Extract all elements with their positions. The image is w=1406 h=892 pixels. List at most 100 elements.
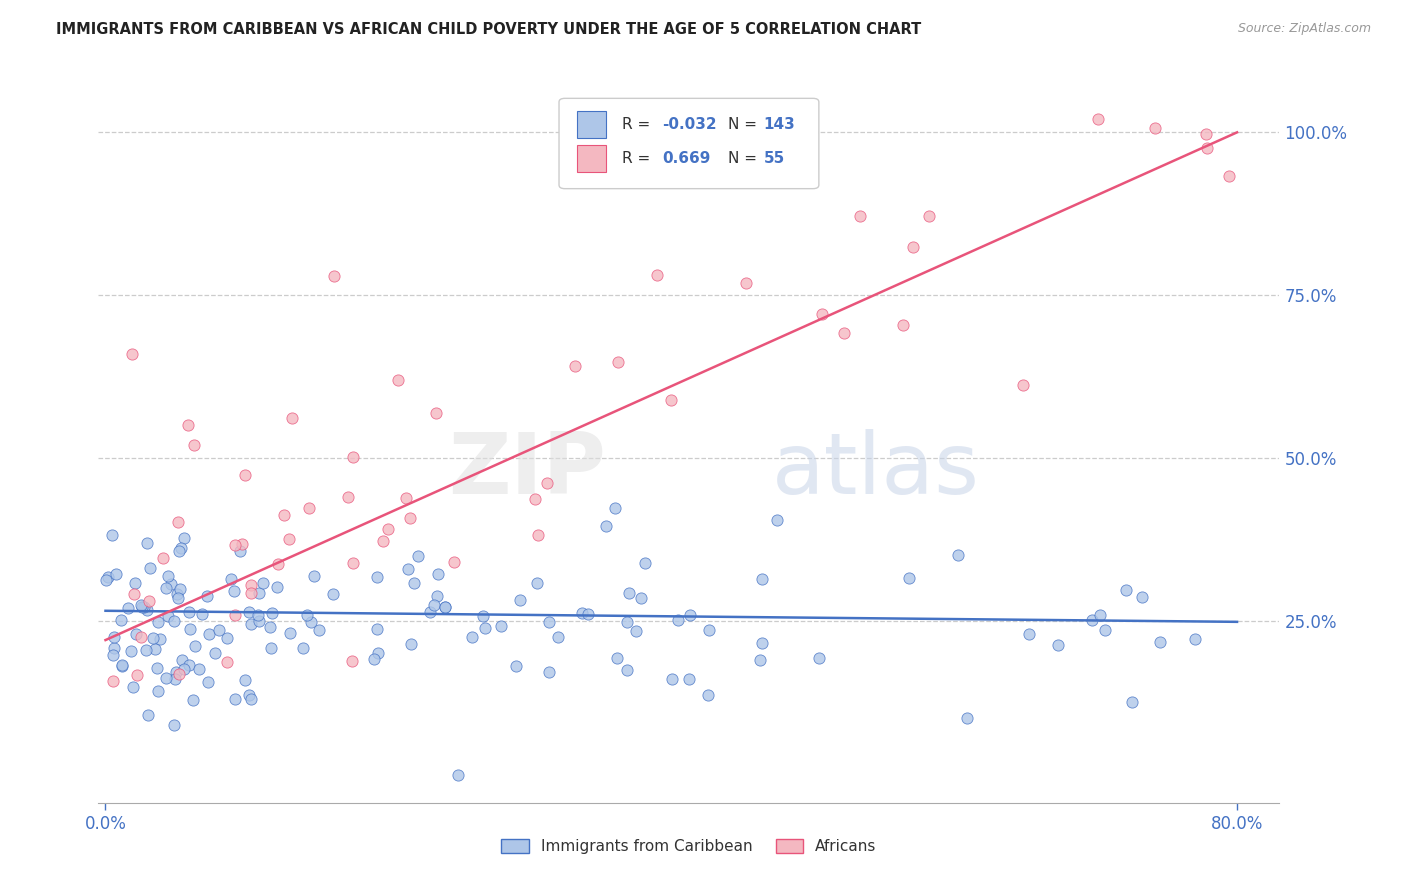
Point <box>434 599 457 614</box>
Point <box>224 691 246 706</box>
Point <box>1012 378 1035 392</box>
Point <box>340 655 363 669</box>
Point <box>849 209 872 223</box>
Text: N =: N = <box>728 117 762 132</box>
Point <box>766 512 789 526</box>
Point <box>471 609 494 624</box>
Point <box>125 627 148 641</box>
Point <box>832 326 855 340</box>
Point <box>157 608 180 623</box>
Point <box>342 450 364 465</box>
Point <box>659 392 682 407</box>
Point <box>526 575 548 590</box>
Point <box>426 589 449 603</box>
Point <box>748 653 770 667</box>
Point <box>394 491 416 506</box>
Point <box>111 659 134 673</box>
Point <box>198 626 221 640</box>
Point <box>215 631 238 645</box>
Point <box>179 605 201 619</box>
Point <box>571 606 593 620</box>
Point <box>240 586 263 600</box>
Point <box>751 636 773 650</box>
Text: N =: N = <box>728 151 762 166</box>
Point <box>233 673 256 688</box>
Text: 55: 55 <box>763 151 785 166</box>
Point <box>139 561 162 575</box>
Point <box>163 672 186 686</box>
Text: R =: R = <box>621 117 655 132</box>
Point <box>505 659 527 673</box>
Point <box>177 418 200 433</box>
Point <box>167 544 190 558</box>
Point <box>308 624 330 638</box>
Point <box>527 528 550 542</box>
Point <box>238 605 260 619</box>
Point <box>366 623 388 637</box>
Point <box>891 318 914 333</box>
Point <box>366 570 388 584</box>
Point <box>170 541 193 556</box>
Point <box>603 501 626 516</box>
Point <box>142 631 165 645</box>
Point <box>122 587 145 601</box>
Point <box>1080 613 1102 627</box>
Point <box>138 594 160 608</box>
Point <box>1132 591 1154 605</box>
Point <box>166 587 188 601</box>
Point <box>564 359 586 373</box>
Point <box>149 632 172 646</box>
Point <box>1087 112 1109 127</box>
Point <box>377 522 399 536</box>
Point <box>229 544 252 558</box>
Point <box>249 586 271 600</box>
Point <box>219 572 242 586</box>
Point <box>217 656 239 670</box>
Point <box>402 575 425 590</box>
Point <box>136 707 159 722</box>
Point <box>661 673 683 687</box>
Point <box>146 661 169 675</box>
Point <box>751 572 773 586</box>
Point <box>173 531 195 545</box>
Point <box>302 569 325 583</box>
Point <box>179 622 201 636</box>
Point <box>136 536 159 550</box>
Point <box>148 615 170 629</box>
Point <box>299 615 322 629</box>
Point <box>224 608 246 623</box>
Point <box>132 599 155 614</box>
Point <box>443 555 465 569</box>
Point <box>645 268 668 282</box>
Point <box>634 556 657 570</box>
Point <box>166 516 188 530</box>
Point <box>179 657 201 672</box>
Point <box>630 591 652 605</box>
Point <box>143 642 166 657</box>
Point <box>371 533 394 548</box>
Point <box>918 210 941 224</box>
Point <box>423 599 446 613</box>
Text: 0.669: 0.669 <box>662 151 710 166</box>
Point <box>363 652 385 666</box>
Point <box>247 614 270 628</box>
Point <box>260 641 283 656</box>
Point <box>278 532 301 546</box>
Point <box>295 608 318 623</box>
Point <box>322 587 344 601</box>
Point <box>1195 128 1218 142</box>
Point <box>224 583 246 598</box>
Point <box>666 613 689 627</box>
Point <box>166 591 188 605</box>
FancyBboxPatch shape <box>576 111 606 138</box>
Point <box>617 586 640 600</box>
Point <box>807 651 830 665</box>
Point <box>103 648 125 662</box>
Point <box>124 576 146 591</box>
Point <box>538 615 561 630</box>
Point <box>396 562 419 576</box>
Point <box>233 467 256 482</box>
Point <box>678 672 700 686</box>
Point <box>97 570 120 584</box>
Point <box>1143 121 1166 136</box>
